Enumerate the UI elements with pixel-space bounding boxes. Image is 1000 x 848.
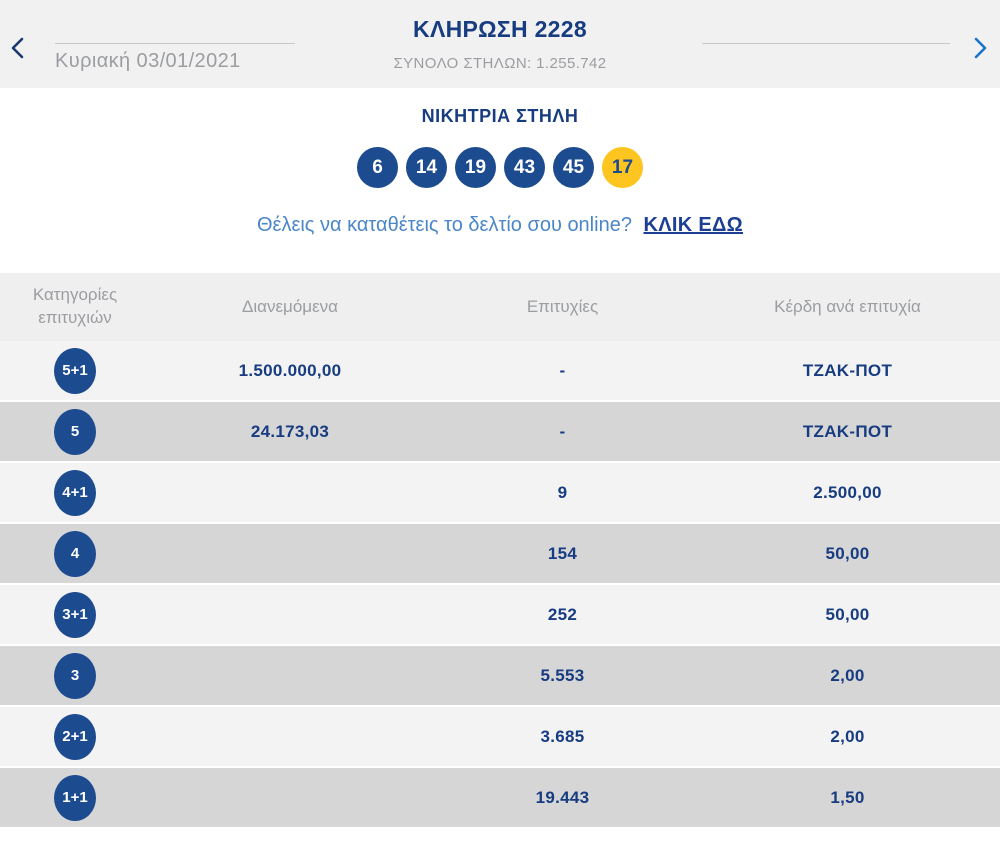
prize-value: 50,00 xyxy=(825,543,870,563)
table-row: 4+1 9 2.500,00 xyxy=(0,463,1000,524)
prize-table: Κατηγορίες επιτυχιών Διανεμόμενα Επιτυχί… xyxy=(0,273,1000,829)
header-winners: Επιτυχίες xyxy=(526,296,599,316)
winning-number-ball: 43 xyxy=(504,147,545,188)
table-row: 2+1 3.685 2,00 xyxy=(0,707,1000,768)
distributed-value xyxy=(150,463,430,522)
header-prize-per-win: Κέρδη ανά επιτυχία xyxy=(774,296,921,316)
prize-value: 2.500,00 xyxy=(813,482,882,502)
divider-line xyxy=(702,43,950,44)
winning-number-ball: 14 xyxy=(406,147,447,188)
category-ball: 4 xyxy=(54,530,96,577)
category-cell: 4+1 xyxy=(0,463,150,522)
winning-numbers: 6 14 19 43 45 17 xyxy=(0,147,1000,188)
click-here-link[interactable]: ΚΛΙΚ ΕΔΩ xyxy=(643,214,744,236)
category-cell: 3 xyxy=(0,646,150,705)
prize-value: 2,00 xyxy=(830,726,865,746)
winners-value: 5.553 xyxy=(540,665,585,685)
table-row: 1+1 19.443 1,50 xyxy=(0,768,1000,829)
total-columns: ΣΥΝΟΛΟ ΣΤΗΛΩΝ: 1.255.742 xyxy=(393,55,607,72)
winners-value: - xyxy=(559,421,566,441)
category-ball: 3+1 xyxy=(54,591,96,638)
winners-value: 9 xyxy=(557,482,568,502)
prize-value: 1,50 xyxy=(830,787,865,807)
chevron-left-icon[interactable] xyxy=(6,36,28,60)
chevron-right-icon[interactable] xyxy=(970,36,992,60)
table-row: 3+1 252 50,00 xyxy=(0,585,1000,646)
category-cell: 1+1 xyxy=(0,768,150,827)
distributed-value xyxy=(150,524,430,583)
category-cell: 3+1 xyxy=(0,585,150,644)
table-row: 4 154 50,00 xyxy=(0,524,1000,585)
category-cell: 2+1 xyxy=(0,707,150,766)
winning-number-ball: 45 xyxy=(553,147,594,188)
category-cell: 5+1 xyxy=(0,341,150,400)
table-row: 3 5.553 2,00 xyxy=(0,646,1000,707)
distributed-value: 1.500.000,00 xyxy=(238,360,342,380)
winners-value: - xyxy=(559,360,566,380)
prize-value: 2,00 xyxy=(830,665,865,685)
category-ball: 5 xyxy=(54,408,96,455)
draw-header-center: ΚΛΗΡΩΣΗ 2228 ΣΥΝΟΛΟ ΣΤΗΛΩΝ: 1.255.742 xyxy=(300,16,700,72)
header-distributed: Διανεμόμενα xyxy=(242,296,338,316)
header-categories: Κατηγορίες επιτυχιών xyxy=(32,285,118,327)
promo-line: Θέλεις να καταθέτεις το δελτίο σου onlin… xyxy=(0,214,1000,237)
joker-number-ball: 17 xyxy=(602,147,643,188)
prize-value: 50,00 xyxy=(825,604,870,624)
category-ball: 3 xyxy=(54,652,96,699)
category-cell: 5 xyxy=(0,402,150,461)
draw-navigation: Κυριακή 03/01/2021 ΚΛΗΡΩΣΗ 2228 ΣΥΝΟΛΟ Σ… xyxy=(0,0,1000,88)
table-header-row: Κατηγορίες επιτυχιών Διανεμόμενα Επιτυχί… xyxy=(0,273,1000,341)
category-cell: 4 xyxy=(0,524,150,583)
table-row: 5 24.173,03 - ΤΖΑΚ-ΠΟΤ xyxy=(0,402,1000,463)
winners-value: 154 xyxy=(547,543,578,563)
distributed-value xyxy=(150,768,430,827)
draw-date: Κυριακή 03/01/2021 xyxy=(55,50,241,72)
category-ball: 5+1 xyxy=(54,347,96,394)
distributed-value: 24.173,03 xyxy=(250,421,330,441)
distributed-value xyxy=(150,646,430,705)
draw-title: ΚΛΗΡΩΣΗ 2228 xyxy=(413,16,587,42)
prize-value: ΤΖΑΚ-ΠΟΤ xyxy=(802,421,893,441)
winning-number-ball: 19 xyxy=(455,147,496,188)
promo-question: Θέλεις να καταθέτεις το δελτίο σου onlin… xyxy=(256,214,632,236)
winners-value: 19.443 xyxy=(535,787,590,807)
distributed-value xyxy=(150,707,430,766)
winners-value: 252 xyxy=(547,604,578,624)
table-body: 5+1 1.500.000,00 - ΤΖΑΚ-ΠΟΤ 5 24.173,03 … xyxy=(0,341,1000,829)
distributed-value xyxy=(150,585,430,644)
prize-value: ΤΖΑΚ-ΠΟΤ xyxy=(802,360,893,380)
category-ball: 4+1 xyxy=(54,469,96,516)
category-ball: 2+1 xyxy=(54,713,96,760)
category-ball: 1+1 xyxy=(54,774,96,821)
winners-value: 3.685 xyxy=(540,726,585,746)
table-row: 5+1 1.500.000,00 - ΤΖΑΚ-ΠΟΤ xyxy=(0,341,1000,402)
divider-line xyxy=(55,43,295,44)
winning-number-ball: 6 xyxy=(357,147,398,188)
winning-column-title: ΝΙΚΗΤΡΙΑ ΣΤΗΛΗ xyxy=(421,106,579,126)
